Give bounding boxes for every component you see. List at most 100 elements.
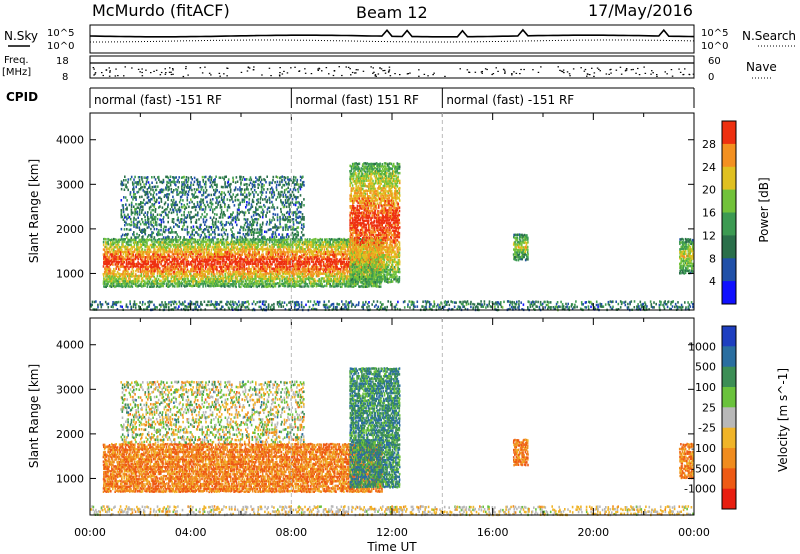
echo-cell (221, 260, 224, 263)
echo-cell (282, 240, 285, 244)
echo-cell (159, 279, 161, 282)
echo-cell (148, 183, 151, 187)
echo-cell (297, 262, 299, 266)
echo-cell (376, 265, 379, 269)
echo-cell (377, 250, 380, 254)
echo-cell (139, 202, 142, 206)
echo-cell (301, 278, 303, 281)
echo-cell (185, 265, 187, 268)
echo-cell (212, 272, 215, 276)
echo-cell (137, 245, 139, 249)
echo-cell (216, 268, 218, 271)
echo-cell (172, 240, 175, 243)
echo-cell (197, 248, 200, 251)
echo-cell (283, 253, 286, 256)
echo-cell (225, 268, 228, 271)
echo-cell (171, 268, 174, 271)
echo-cell (231, 262, 233, 266)
echo-cell (245, 263, 248, 266)
echo-cell (293, 243, 296, 246)
echo-cell (272, 253, 274, 257)
echo-cell (250, 245, 252, 248)
echo-cell (159, 196, 161, 199)
echo-cell (346, 270, 349, 273)
echo-cell (180, 248, 182, 251)
echo-cell (147, 250, 149, 254)
echo-cell (270, 279, 272, 283)
echo-cell (138, 246, 140, 249)
echo-cell (122, 255, 124, 259)
echo-cell (292, 283, 294, 286)
echo-cell (157, 265, 160, 269)
echo-cell (182, 258, 184, 261)
echo-cell (242, 272, 245, 275)
nave-mark (102, 74, 104, 77)
noise-search-trace (90, 39, 695, 43)
echo-cell (212, 259, 215, 263)
echo-cell (345, 242, 348, 246)
echo-cell (142, 220, 144, 224)
echo-cell (164, 262, 167, 266)
echo-cell (222, 280, 225, 283)
echo-cell (267, 284, 270, 288)
echo-cell (200, 248, 202, 251)
echo-cell (124, 245, 127, 248)
echo-cell (304, 262, 307, 266)
echo-cell (273, 269, 275, 273)
echo-cell (270, 282, 272, 286)
echo-cell (266, 247, 269, 251)
echo-cell (334, 255, 336, 259)
echo-cell (184, 267, 186, 270)
echo-cell (299, 275, 302, 279)
echo-cell (258, 282, 261, 285)
echo-cell (115, 255, 118, 259)
echo-cell (137, 270, 139, 273)
echo-cell (216, 279, 218, 283)
echo-cell (288, 280, 290, 283)
echo-cell (202, 208, 205, 211)
echo-cell (228, 248, 231, 252)
nave-mark (317, 69, 319, 71)
echo-cell (167, 196, 170, 199)
echo-cell (120, 237, 123, 241)
echo-cell (245, 238, 247, 241)
echo-cell (310, 284, 312, 288)
echo-cell (268, 282, 271, 286)
echo-cell (279, 261, 281, 264)
echo-cell (154, 243, 156, 247)
echo-cell (226, 262, 229, 266)
date-title: 17/May/2016 (588, 1, 693, 20)
echo-cell (179, 265, 181, 268)
echo-cell (147, 267, 149, 270)
echo-cell (228, 278, 231, 281)
echo-cell (161, 247, 163, 251)
echo-cell (272, 260, 274, 264)
echo-cell (311, 265, 313, 268)
echo-cell (135, 283, 137, 286)
echo-cell (158, 233, 160, 236)
echo-cell (128, 262, 130, 265)
echo-cell (124, 272, 126, 276)
echo-cell (340, 250, 342, 253)
echo-cell (179, 236, 182, 239)
echo-cell (263, 273, 265, 276)
echo-cell (150, 257, 153, 261)
echo-cell (120, 246, 122, 249)
echo-cell (123, 179, 125, 182)
echo-cell (251, 241, 254, 244)
echo-cell (154, 218, 157, 221)
echo-cell (301, 272, 304, 276)
echo-cell (186, 240, 188, 244)
echo-cell (325, 273, 327, 276)
echo-cell (196, 259, 199, 263)
echo-cell (109, 241, 112, 244)
echo-cell (381, 274, 383, 278)
echo-cell (129, 265, 131, 269)
echo-cell (309, 258, 311, 261)
nave-mark (557, 66, 559, 68)
echo-cell (217, 243, 220, 246)
echo-cell (241, 272, 244, 276)
echo-cell (115, 274, 118, 278)
echo-cell (222, 265, 225, 268)
echo-cell (167, 282, 170, 286)
